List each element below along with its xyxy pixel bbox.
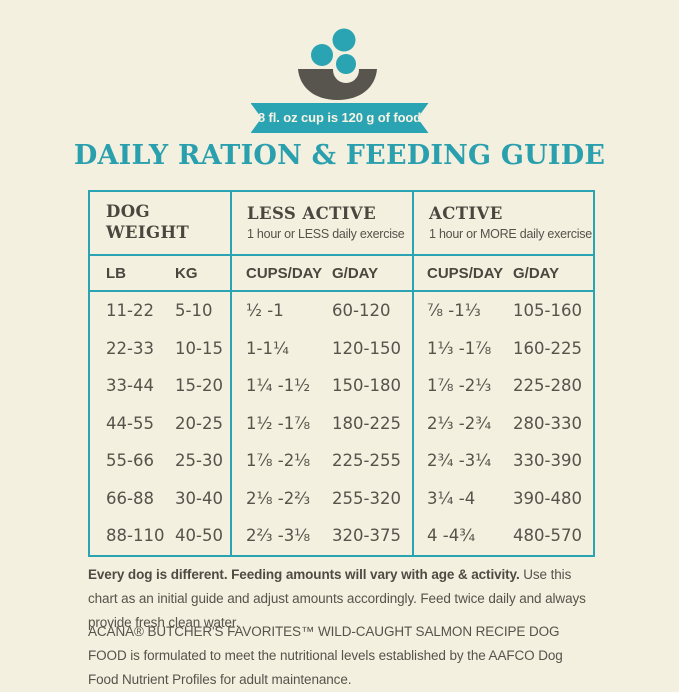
cell-active-g: 390-480 xyxy=(513,488,582,508)
col-header-less-g: G/DAY xyxy=(328,255,415,292)
cell-lb: 66-88 xyxy=(106,488,154,508)
table-row: 44-55 20-25 1½ -1⅞ 180-225 2⅓ -2¾ 280-33… xyxy=(89,404,594,442)
col-header-active-cups: CUPS/DAY xyxy=(413,255,510,292)
group-title-dog-weight: DOG WEIGHT xyxy=(106,201,190,242)
cell-lb: 33-44 xyxy=(106,376,154,396)
cell-active-cups: 2¾ -3¼ xyxy=(427,451,492,471)
cell-active-cups: 2⅓ -2¾ xyxy=(427,413,492,433)
cell-lb: 55-66 xyxy=(106,451,154,471)
cell-lb: 44-55 xyxy=(106,413,154,433)
cell-less-g: 320-375 xyxy=(328,517,415,556)
cell-active-g: 160-225 xyxy=(513,338,582,358)
kibble-dot-in-bowl xyxy=(336,54,356,74)
kibble-dot-left xyxy=(311,44,333,66)
group-header-less-active: LESS ACTIVE 1 hour or LESS daily exercis… xyxy=(231,191,415,256)
aafco-note: ACANA® BUTCHER'S FAVORITES™ WILD-CAUGHT … xyxy=(88,623,563,687)
cell-less-g: 255-320 xyxy=(328,479,415,517)
kibble-dot-top xyxy=(332,28,356,52)
col-header-kg: KG xyxy=(169,255,232,292)
cell-less-cups: 1½ -1⅞ xyxy=(246,413,311,433)
feeding-note-rest: Use this chart as an initial guide and a… xyxy=(88,566,586,630)
cell-less-cups: 2⅔ -3⅛ xyxy=(246,526,311,546)
cup-measure-badge: 8 fl. oz cup is 120 g of food xyxy=(251,103,429,133)
cell-kg: 40-50 xyxy=(169,517,232,556)
cell-kg: 5-10 xyxy=(169,291,232,330)
cell-active-g: 480-570 xyxy=(513,526,582,546)
cell-active-g: 280-330 xyxy=(513,413,582,433)
cell-active-g: 330-390 xyxy=(513,451,582,471)
cell-less-g: 120-150 xyxy=(328,329,415,367)
group-subtitle-less-active: 1 hour or LESS daily exercise xyxy=(247,226,405,241)
cell-active-cups: ⅞ -1⅓ xyxy=(427,301,481,321)
cell-active-cups: 4 -4¾ xyxy=(427,526,476,546)
feeding-table: DOG WEIGHT LESS ACTIVE 1 hour or LESS da… xyxy=(88,190,596,557)
cell-less-cups: 1⅞ -2⅛ xyxy=(246,451,311,471)
cell-less-g: 180-225 xyxy=(328,404,415,442)
table-row: 11-22 5-10 ½ -1 60-120 ⅞ -1⅓ 105-160 xyxy=(89,291,594,330)
cell-less-g: 60-120 xyxy=(328,291,415,330)
column-header-row: LB KG CUPS/DAY G/DAY CUPS/DAY G/DAY xyxy=(89,255,595,292)
group-title-active: ACTIVE xyxy=(429,204,503,224)
col-header-lb: LB xyxy=(89,255,169,292)
cell-kg: 15-20 xyxy=(169,367,232,405)
cell-less-g: 150-180 xyxy=(328,367,415,405)
table-row: 22-33 10-15 1-1¼ 120-150 1⅓ -1⅞ 160-225 xyxy=(89,329,594,367)
cell-lb: 22-33 xyxy=(106,338,154,358)
feeding-note-emphasis: Every dog is different. Feeding amounts … xyxy=(88,566,520,582)
table-row: 33-44 15-20 1¼ -1½ 150-180 1⅞ -2⅓ 225-28… xyxy=(89,367,594,405)
page-title: DAILY RATION & FEEDING GUIDE xyxy=(73,140,606,171)
cell-kg: 30-40 xyxy=(169,479,232,517)
table-row: 55-66 25-30 1⅞ -2⅛ 225-255 2¾ -3¼ 330-39… xyxy=(89,442,594,480)
group-title-less-active: LESS ACTIVE xyxy=(247,204,377,224)
group-subtitle-active: 1 hour or MORE daily exercise xyxy=(429,226,592,241)
cell-lb: 11-22 xyxy=(106,301,154,321)
cell-less-cups: 1¼ -1½ xyxy=(246,376,311,396)
col-header-active-g: G/DAY xyxy=(509,255,595,292)
col-header-less-cups: CUPS/DAY xyxy=(231,255,328,292)
cell-kg: 20-25 xyxy=(169,404,232,442)
cell-less-cups: 2⅛ -2⅔ xyxy=(246,488,311,508)
group-header-active: ACTIVE 1 hour or MORE daily exercise xyxy=(413,191,595,256)
cell-active-g: 225-280 xyxy=(513,376,582,396)
cell-active-g: 105-160 xyxy=(513,301,582,321)
cell-kg: 25-30 xyxy=(169,442,232,480)
cell-less-g: 225-255 xyxy=(328,442,415,480)
feeding-note: Every dog is different. Feeding amounts … xyxy=(88,563,596,635)
cell-active-cups: 1⅞ -2⅓ xyxy=(427,376,492,396)
table-row: 88-110 40-50 2⅔ -3⅛ 320-375 4 -4¾ 480-57… xyxy=(89,517,594,556)
cell-active-cups: 1⅓ -1⅞ xyxy=(427,338,492,358)
table-row: 66-88 30-40 2⅛ -2⅔ 255-320 3¼ -4 390-480 xyxy=(89,479,594,517)
cell-active-cups: 3¼ -4 xyxy=(427,488,476,508)
dog-bowl-icon xyxy=(298,28,377,100)
cell-less-cups: 1-1¼ xyxy=(246,338,289,358)
bowl-shape xyxy=(298,69,377,100)
group-header-row: DOG WEIGHT LESS ACTIVE 1 hour or LESS da… xyxy=(89,191,595,256)
cell-kg: 10-15 xyxy=(169,329,232,367)
cell-lb: 88-110 xyxy=(106,526,165,546)
group-header-dog-weight: DOG WEIGHT xyxy=(89,191,232,256)
cell-less-cups: ½ -1 xyxy=(246,301,284,321)
